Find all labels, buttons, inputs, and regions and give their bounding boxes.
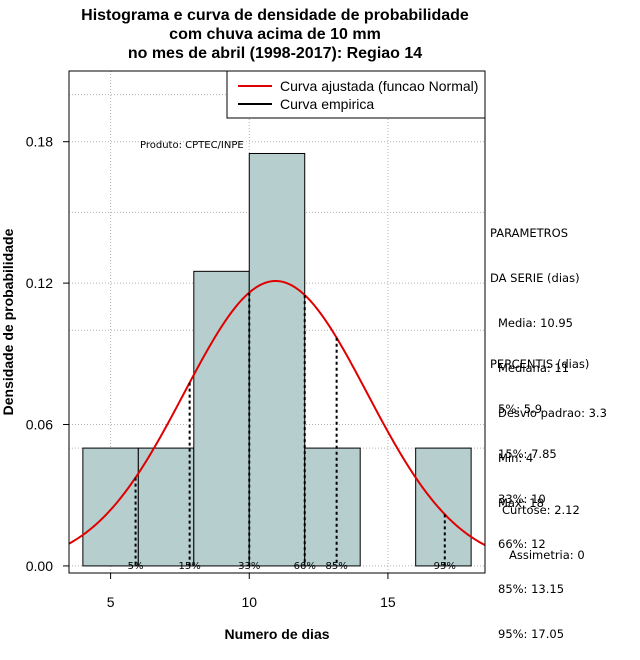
parametro-max: Max: 18	[498, 496, 544, 510]
curtose: Curtose: 2.12	[502, 503, 580, 517]
y-tick-label: 0.00	[26, 558, 53, 574]
assimetria: Assimetria: 0	[509, 548, 585, 562]
legend-label: Curva ajustada (funcao Normal)	[280, 78, 478, 94]
percentile-label: 33%	[238, 561, 260, 572]
histogram-bar	[248, 152, 306, 567]
y-tick-label: 0.06	[26, 417, 53, 433]
percentile-label: 5%	[128, 561, 144, 572]
parametros-block: PARAMETROS DA SERIE (dias) Media: 10.95 …	[490, 196, 607, 526]
title-line-1: Histograma e curva de densidade de proba…	[81, 7, 469, 24]
stats-block: Curtose: 2.12 Assimetria: 0	[502, 473, 585, 578]
y-axis-label: Densidade de probabilidade	[0, 228, 16, 415]
percentile-label: 66%	[294, 561, 316, 572]
histogram-bar	[415, 447, 472, 567]
histogram-bar	[304, 447, 361, 567]
percentil-95: 95%: 17.05	[498, 627, 565, 641]
parametros-heading-2: DA SERIE (dias)	[490, 271, 580, 285]
x-tick-label: 10	[241, 594, 257, 610]
title-line-2: com chuva acima de 10 mm	[169, 26, 381, 43]
x-tick-label: 15	[380, 594, 396, 610]
percentil-5: 5%: 5.9	[498, 402, 543, 416]
chart-title: Histograma e curva de densidade de proba…	[70, 6, 480, 63]
legend-box	[226, 70, 486, 119]
y-tick-label: 0.12	[26, 275, 53, 291]
percentile-label: 95%	[434, 561, 456, 572]
percentil-85: 85%: 13.15	[498, 582, 565, 596]
parametros-heading-1: PARAMETROS	[490, 226, 569, 240]
percentile-label: 85%	[326, 561, 348, 572]
percentil-33: 33%: 10	[498, 492, 546, 506]
y-tick-label: 0.18	[26, 134, 53, 150]
legend-label: Curva empirica	[280, 96, 374, 112]
parametro-min: Min: 4	[498, 451, 534, 465]
percentile-label: 15%	[179, 561, 201, 572]
title-line-3: no mes de abril (1998-2017): Regiao 14	[127, 45, 423, 62]
parametro-mediana: Mediana: 11	[498, 361, 570, 375]
normal-fit-curve	[68, 280, 486, 547]
percentil-66: 66%: 12	[498, 537, 546, 551]
parametro-desvio: Desvio padrao: 3.3	[498, 406, 607, 420]
parametro-media: Media: 10.95	[498, 316, 573, 330]
percentis-block: PERCENTIS (dias) 5%: 5.9 15%: 7.85 33%: …	[490, 327, 589, 657]
histogram-bar	[82, 447, 139, 567]
percentil-15: 15%: 7.85	[498, 447, 557, 461]
x-axis-label: Numero de dias	[224, 626, 329, 642]
histogram-bar	[137, 447, 195, 567]
x-tick-label: 5	[107, 594, 115, 610]
watermark: Produto: CPTEC/INPE	[140, 140, 244, 151]
percentis-heading: PERCENTIS (dias)	[490, 357, 590, 371]
histogram-bar	[193, 270, 250, 567]
